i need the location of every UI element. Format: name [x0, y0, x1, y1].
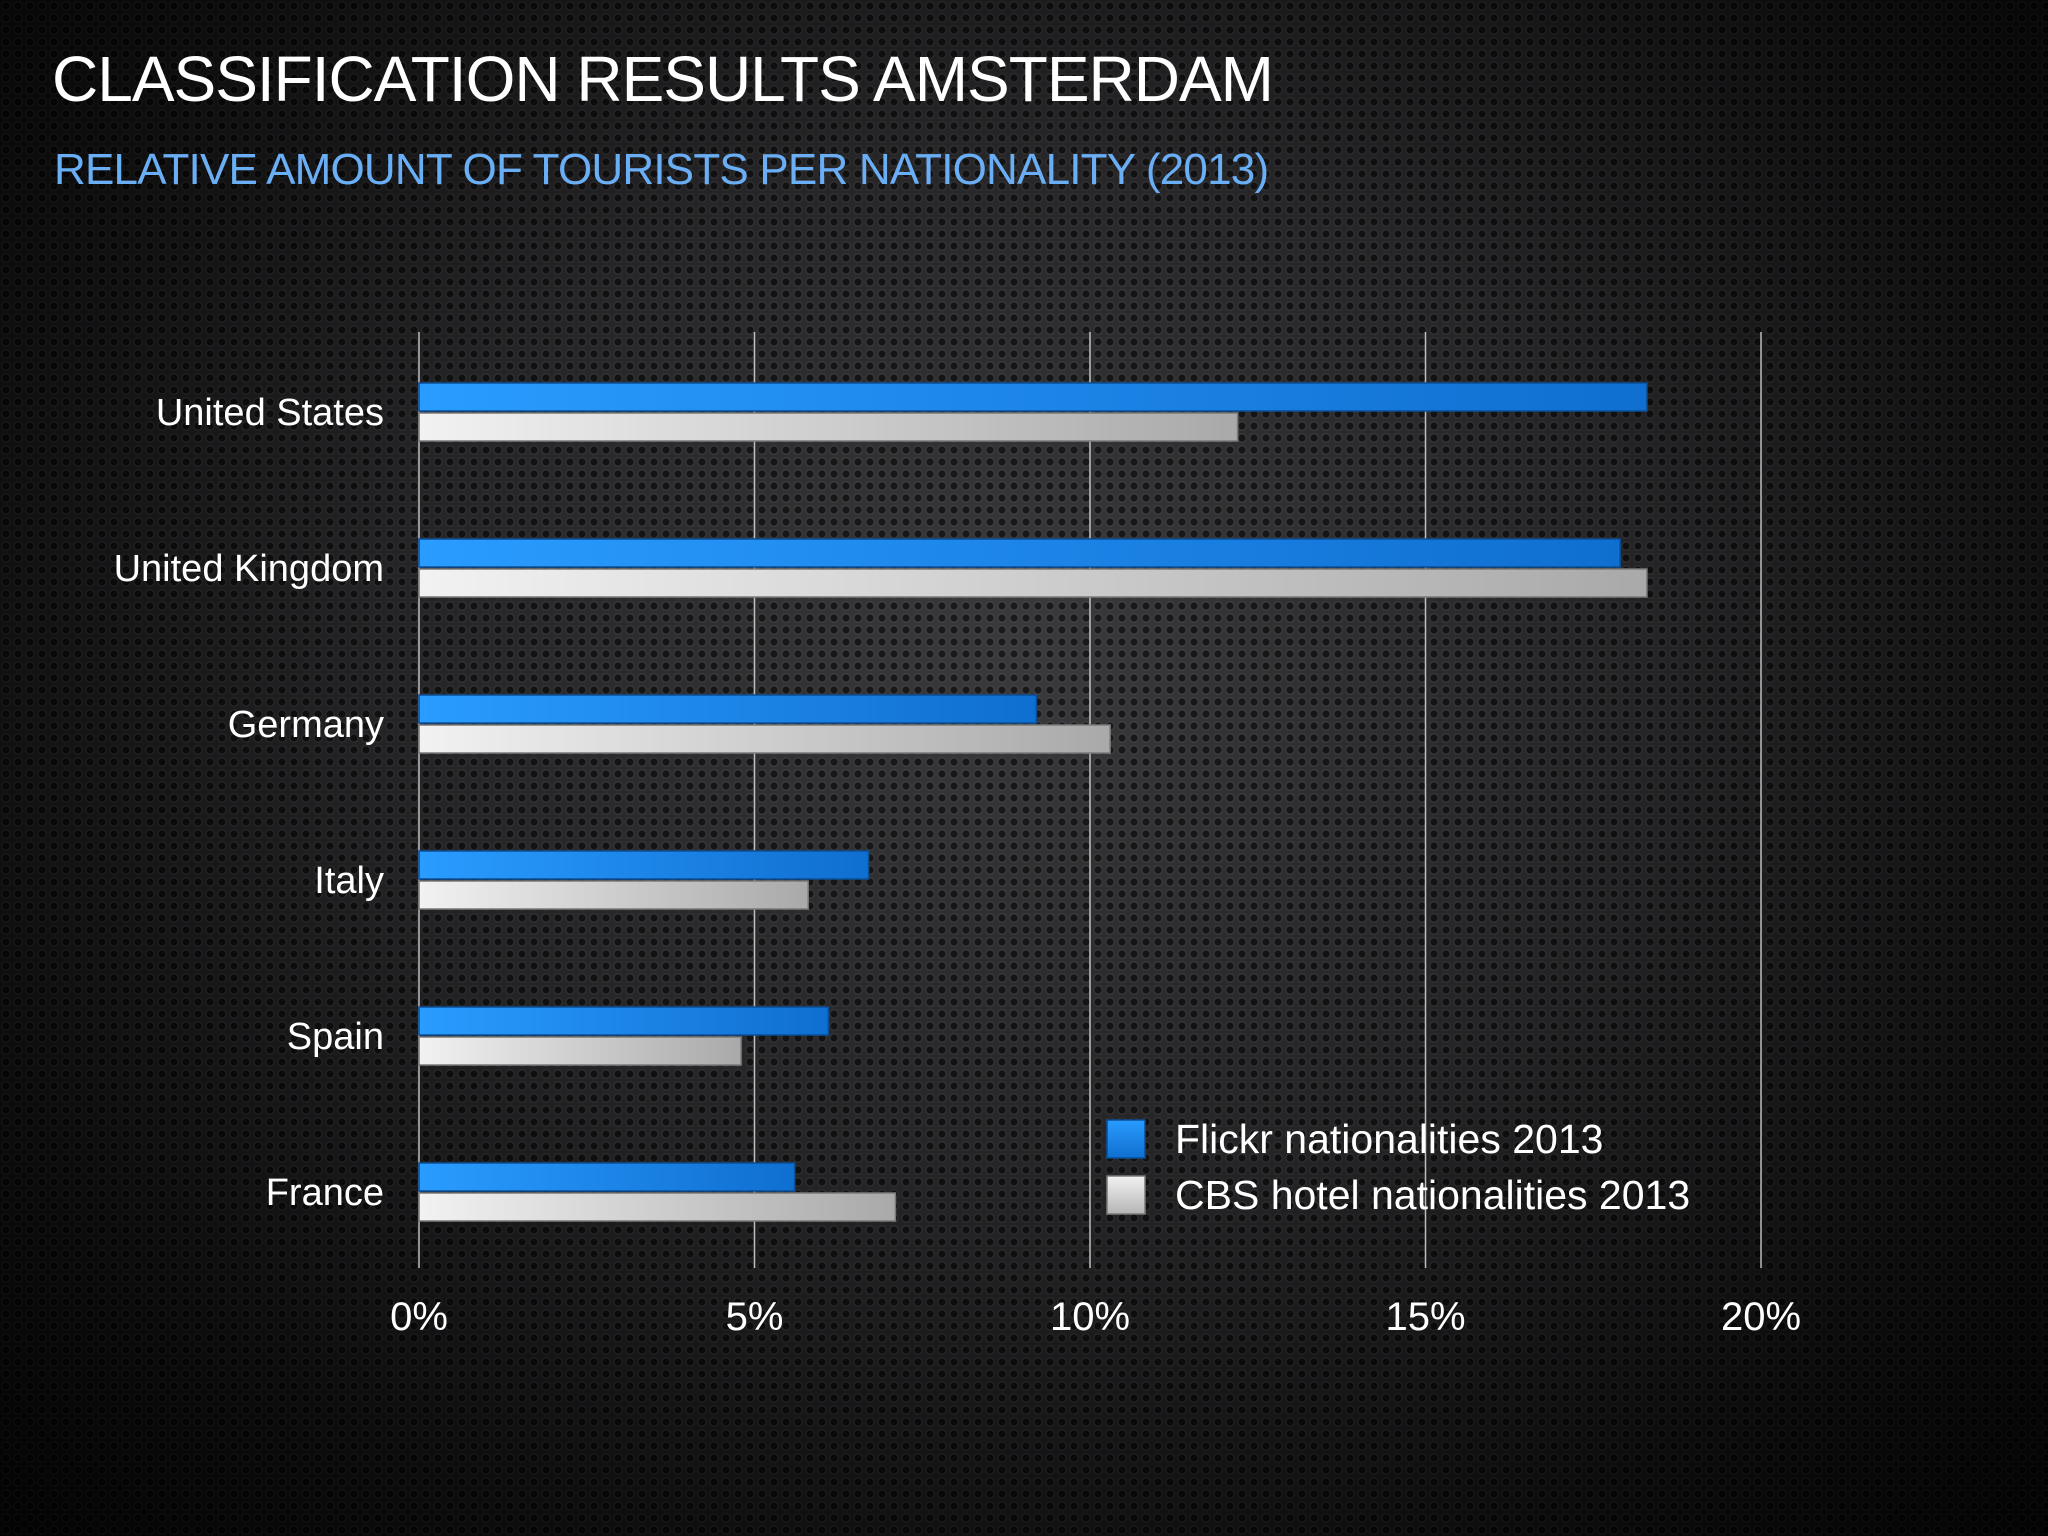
category-label: Spain: [287, 1016, 384, 1058]
bar-cbs: [418, 1192, 897, 1222]
bar-cbs: [418, 568, 1648, 598]
bar-flickr: [418, 694, 1038, 724]
bar-flickr: [418, 538, 1621, 568]
slide-title: CLASSIFICATION RESULTS AMSTERDAM: [52, 43, 1274, 115]
bar-flickr: [418, 1006, 830, 1036]
bar-cbs: [418, 412, 1239, 442]
legend-label: Flickr nationalities 2013: [1175, 1116, 1603, 1162]
bar-flickr: [418, 382, 1648, 412]
category-label: United States: [156, 392, 384, 434]
x-tick-label: 0%: [390, 1295, 448, 1339]
legend-label: CBS hotel nationalities 2013: [1175, 1172, 1690, 1218]
category-label: Germany: [228, 704, 384, 746]
bar-flickr: [418, 850, 870, 880]
category-label: Italy: [314, 860, 384, 902]
bar-cbs: [418, 1036, 742, 1066]
bar-cbs: [418, 724, 1111, 754]
x-tick-label: 10%: [1050, 1295, 1130, 1339]
category-label: United Kingdom: [114, 548, 384, 590]
category-label: France: [266, 1172, 384, 1214]
legend-swatch-cbs: [1106, 1175, 1146, 1215]
x-tick-label: 20%: [1721, 1295, 1801, 1339]
bar-flickr: [418, 1162, 796, 1192]
x-tick-label: 15%: [1385, 1295, 1465, 1339]
legend-swatch-flickr: [1106, 1119, 1146, 1159]
x-tick-label: 5%: [726, 1295, 784, 1339]
bar-cbs: [418, 880, 809, 910]
slide-subtitle: RELATIVE AMOUNT OF TOURISTS PER NATIONAL…: [54, 145, 1269, 194]
